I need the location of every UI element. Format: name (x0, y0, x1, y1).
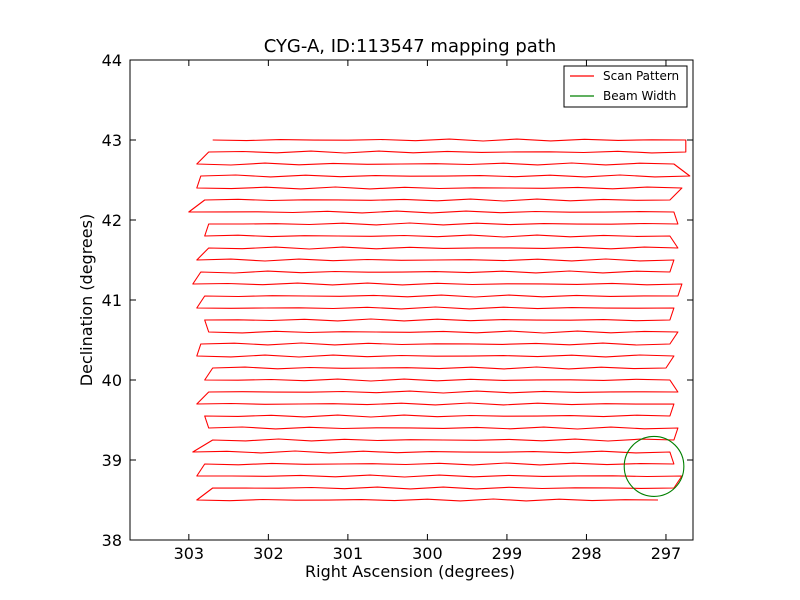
legend: Scan Pattern Beam Width (563, 65, 688, 108)
x-tick-label: 301 (333, 544, 364, 563)
y-tick-label: 39 (102, 451, 122, 470)
y-tick-label: 42 (102, 211, 122, 230)
legend-label-scan-pattern: Scan Pattern (603, 69, 679, 83)
y-axis-label: Declination (degrees) (77, 214, 96, 386)
scan-pattern-path (188, 138, 691, 502)
y-tick-label: 41 (102, 291, 122, 310)
legend-box (563, 65, 688, 108)
x-axis-label: Right Ascension (degrees) (305, 562, 515, 581)
y-tick-label: 44 (102, 51, 122, 70)
x-tick-label: 299 (492, 544, 523, 563)
x-tick-label: 302 (253, 544, 284, 563)
chart-title: CYG-A, ID:113547 mapping path (264, 36, 557, 57)
ticks-layer: 303 302 301 300 299 298 297 38 39 40 41 42 43 44 (102, 51, 693, 563)
y-tick-label: 40 (102, 371, 122, 390)
y-tick-label: 38 (102, 531, 122, 550)
y-tick-label: 43 (102, 131, 122, 150)
x-tick-label: 303 (174, 544, 205, 563)
x-tick-label: 297 (651, 544, 682, 563)
x-tick-label: 298 (571, 544, 602, 563)
legend-label-beam-width: Beam Width (603, 89, 676, 103)
beam-width-circle (623, 435, 685, 497)
x-tick-label: 300 (412, 544, 443, 563)
plot-layer (188, 138, 691, 502)
